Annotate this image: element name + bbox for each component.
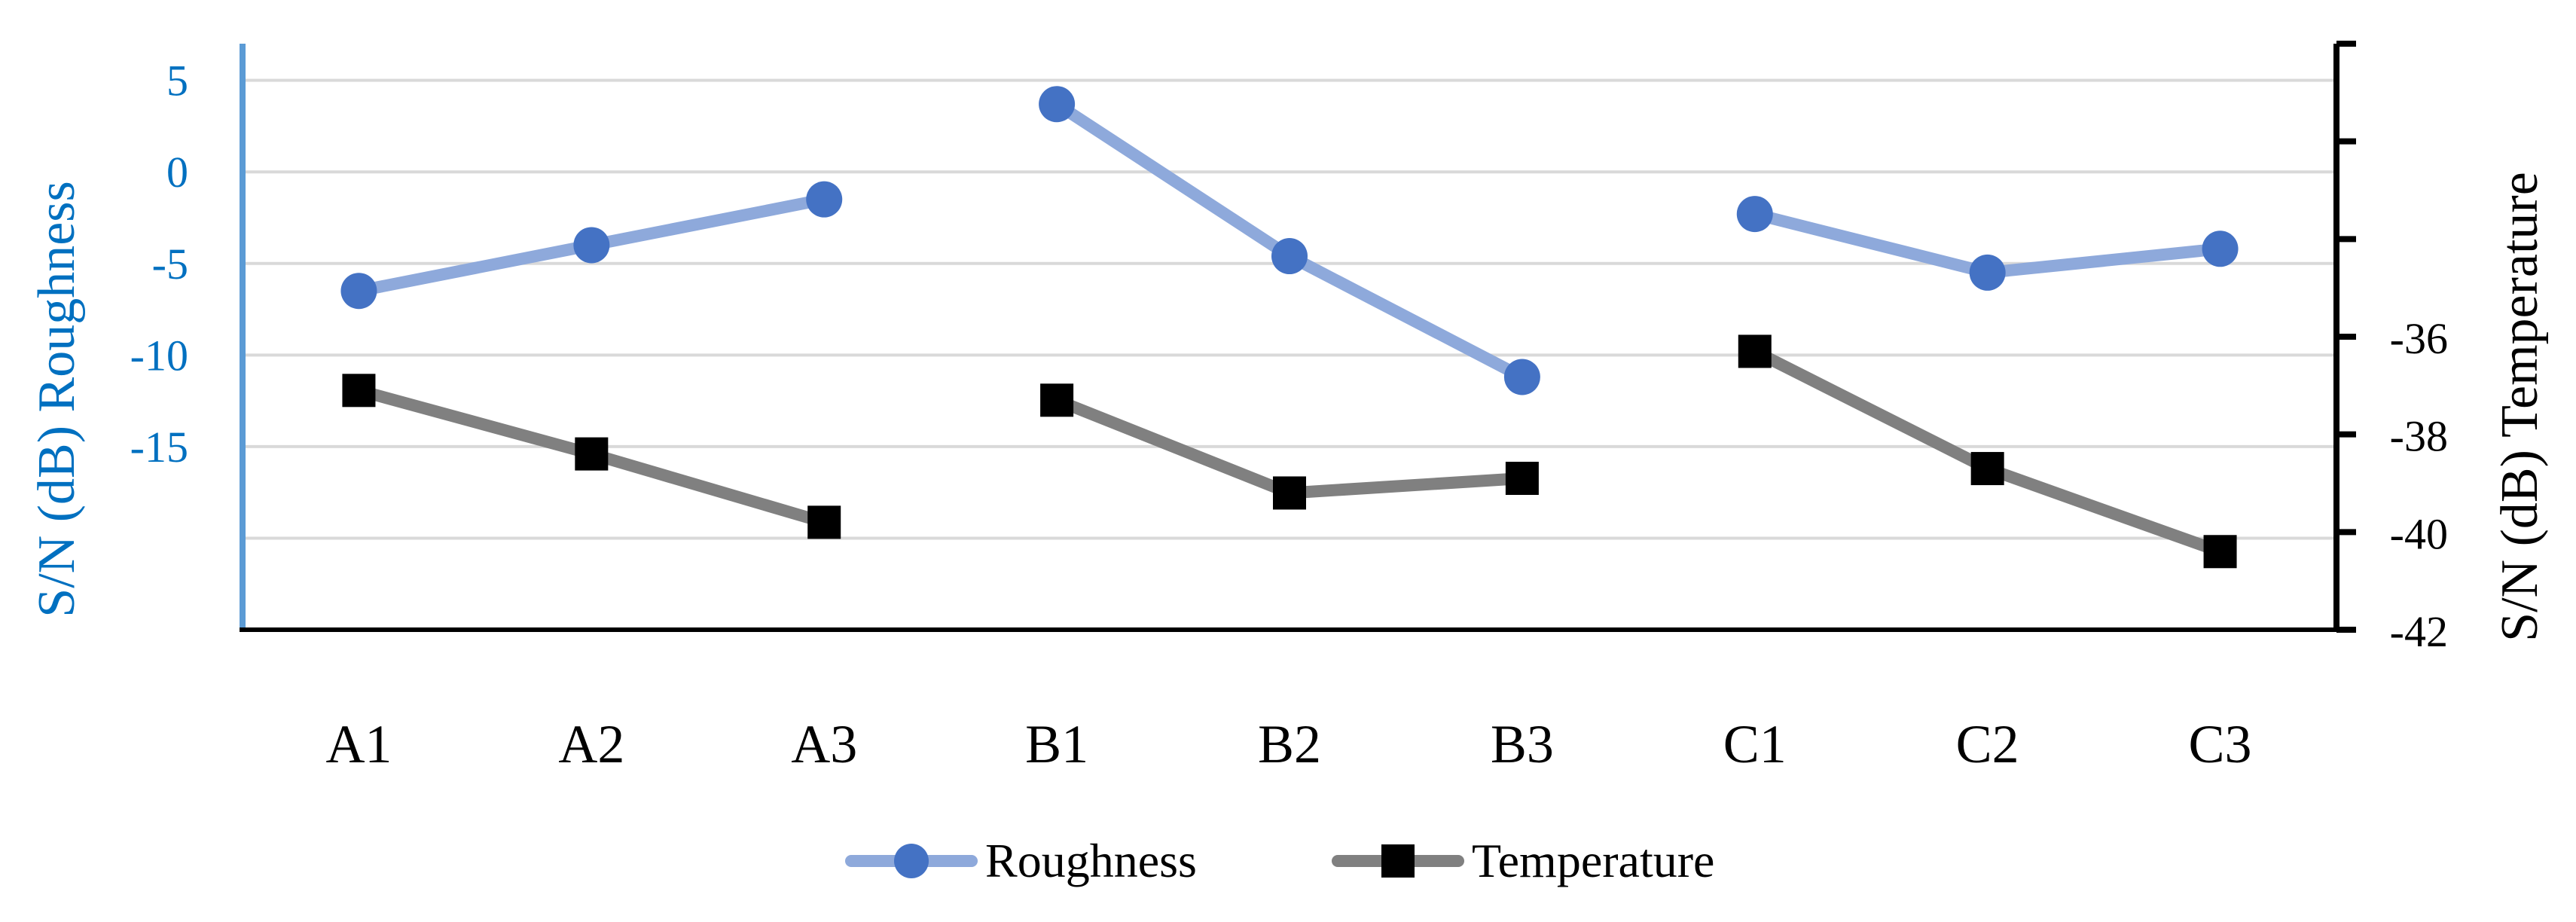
roughness-point xyxy=(2202,230,2239,267)
roughness-point xyxy=(573,227,610,264)
y-right-tick-label: -36 xyxy=(2390,314,2448,363)
y-left-tick-label: -5 xyxy=(152,240,188,289)
temperature-point xyxy=(1738,334,1772,368)
y-left-tick-label: -10 xyxy=(130,331,188,380)
x-tick-label: B1 xyxy=(1025,714,1088,774)
legend: Roughness Temperature xyxy=(845,834,1714,887)
legend-roughness-marker xyxy=(894,844,929,878)
y-right-tick-label: -42 xyxy=(2390,607,2448,656)
y-axis-right-label: S/N (dB) Temperature xyxy=(2491,172,2549,642)
y-left-tick-label: 5 xyxy=(166,56,188,105)
legend-temperature-marker xyxy=(1381,844,1415,878)
temperature-point xyxy=(575,437,609,471)
x-tick-label: B3 xyxy=(1491,714,1554,774)
y-axis-left-label: S/N (dB) Roughness xyxy=(28,181,86,617)
y-right-tick-label: -40 xyxy=(2390,509,2448,558)
temperature-point xyxy=(342,374,376,408)
y-left-tick-label: -15 xyxy=(130,423,188,472)
temperature-point xyxy=(2203,535,2237,569)
x-tick-label: A1 xyxy=(325,714,392,774)
temperature-point xyxy=(1505,462,1539,496)
x-tick-label: A3 xyxy=(791,714,857,774)
axes xyxy=(240,41,2356,633)
temperature-point xyxy=(1040,383,1074,417)
gridlines xyxy=(243,78,2336,540)
roughness-point xyxy=(1271,238,1308,275)
roughness-point xyxy=(806,181,843,218)
x-tick-label: C1 xyxy=(1723,714,1787,774)
temperature-point xyxy=(807,505,841,539)
x-tick-label: C3 xyxy=(2189,714,2252,774)
temperature-series-line xyxy=(1748,345,2227,558)
roughness-point xyxy=(340,273,377,310)
temperature-point xyxy=(1273,476,1306,510)
x-tick-label: B2 xyxy=(1258,714,1321,774)
legend-temperature-label: Temperature xyxy=(1472,834,1714,887)
x-tick-label: A2 xyxy=(558,714,624,774)
series xyxy=(340,86,2239,569)
roughness-point xyxy=(1736,196,1773,233)
roughness-point xyxy=(1969,254,2006,291)
legend-roughness-label: Roughness xyxy=(985,834,1197,887)
roughness-point xyxy=(1503,359,1540,395)
x-tick-label: C2 xyxy=(1956,714,2019,774)
y-left-tick-label: 0 xyxy=(166,148,188,197)
tick-labels: 5 0 -5 -10 -15 -36 -38 -40 -42 A1 A2 A3 B1 B2 B3 C1 C2 C3 xyxy=(130,56,2448,774)
temperature-point xyxy=(1970,452,2004,486)
y-right-tick-label: -38 xyxy=(2390,412,2448,461)
roughness-point xyxy=(1039,86,1076,123)
